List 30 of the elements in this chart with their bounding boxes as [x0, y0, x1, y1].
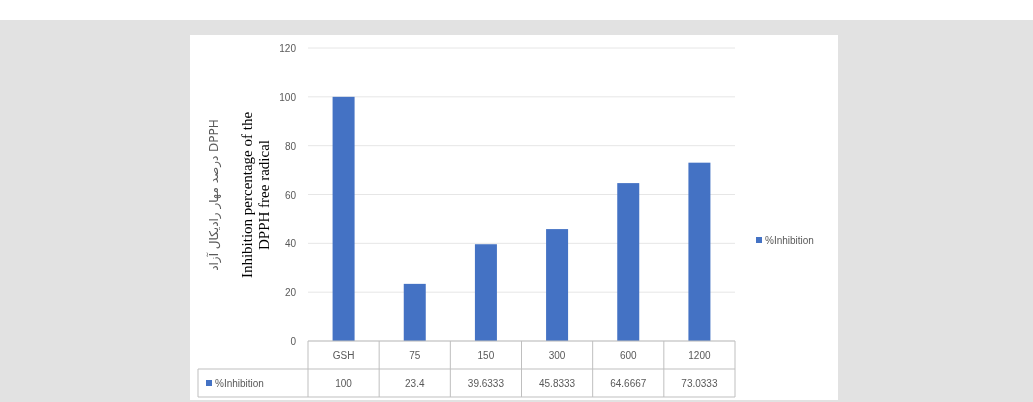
bar — [688, 162, 711, 341]
data-label: 100 — [335, 378, 353, 389]
bar — [617, 183, 640, 341]
y-tick-label: 40 — [284, 238, 297, 250]
x-tick-label: GSH — [332, 350, 355, 361]
y-tick-label: 80 — [284, 140, 297, 152]
data-label: 73.0333 — [681, 378, 718, 389]
x-tick-label: 300 — [548, 350, 566, 361]
bar — [403, 283, 426, 341]
data-label: 64.6667 — [610, 378, 647, 389]
x-tick-label: 1200 — [688, 350, 711, 361]
bar — [474, 244, 497, 341]
text: Inhibition percentage of the DPPH free radical — [239, 111, 272, 279]
data-label: 23.4 — [405, 378, 425, 389]
x-tick-label: 600 — [619, 350, 638, 361]
y-tick-label: 20 — [284, 287, 297, 299]
y-tick-label: 60 — [284, 189, 297, 201]
y-tick-label: 100 — [279, 91, 297, 103]
legend-label: %Inhibition — [765, 235, 814, 246]
data-label: 45.8333 — [539, 378, 576, 389]
bar — [332, 96, 355, 341]
data-label: 39.6333 — [467, 378, 505, 389]
y-axis-title: درصد مهار رادیکال آزاد DPPH — [206, 119, 222, 271]
y-tick-label: 120 — [279, 43, 297, 54]
y-tick-label: 0 — [290, 336, 297, 347]
text: %Inhibition — [215, 378, 264, 389]
x-tick-label: 75 — [409, 350, 421, 361]
x-tick-label: 150 — [477, 350, 495, 361]
legend: %Inhibition — [756, 235, 814, 246]
bar — [546, 229, 569, 341]
